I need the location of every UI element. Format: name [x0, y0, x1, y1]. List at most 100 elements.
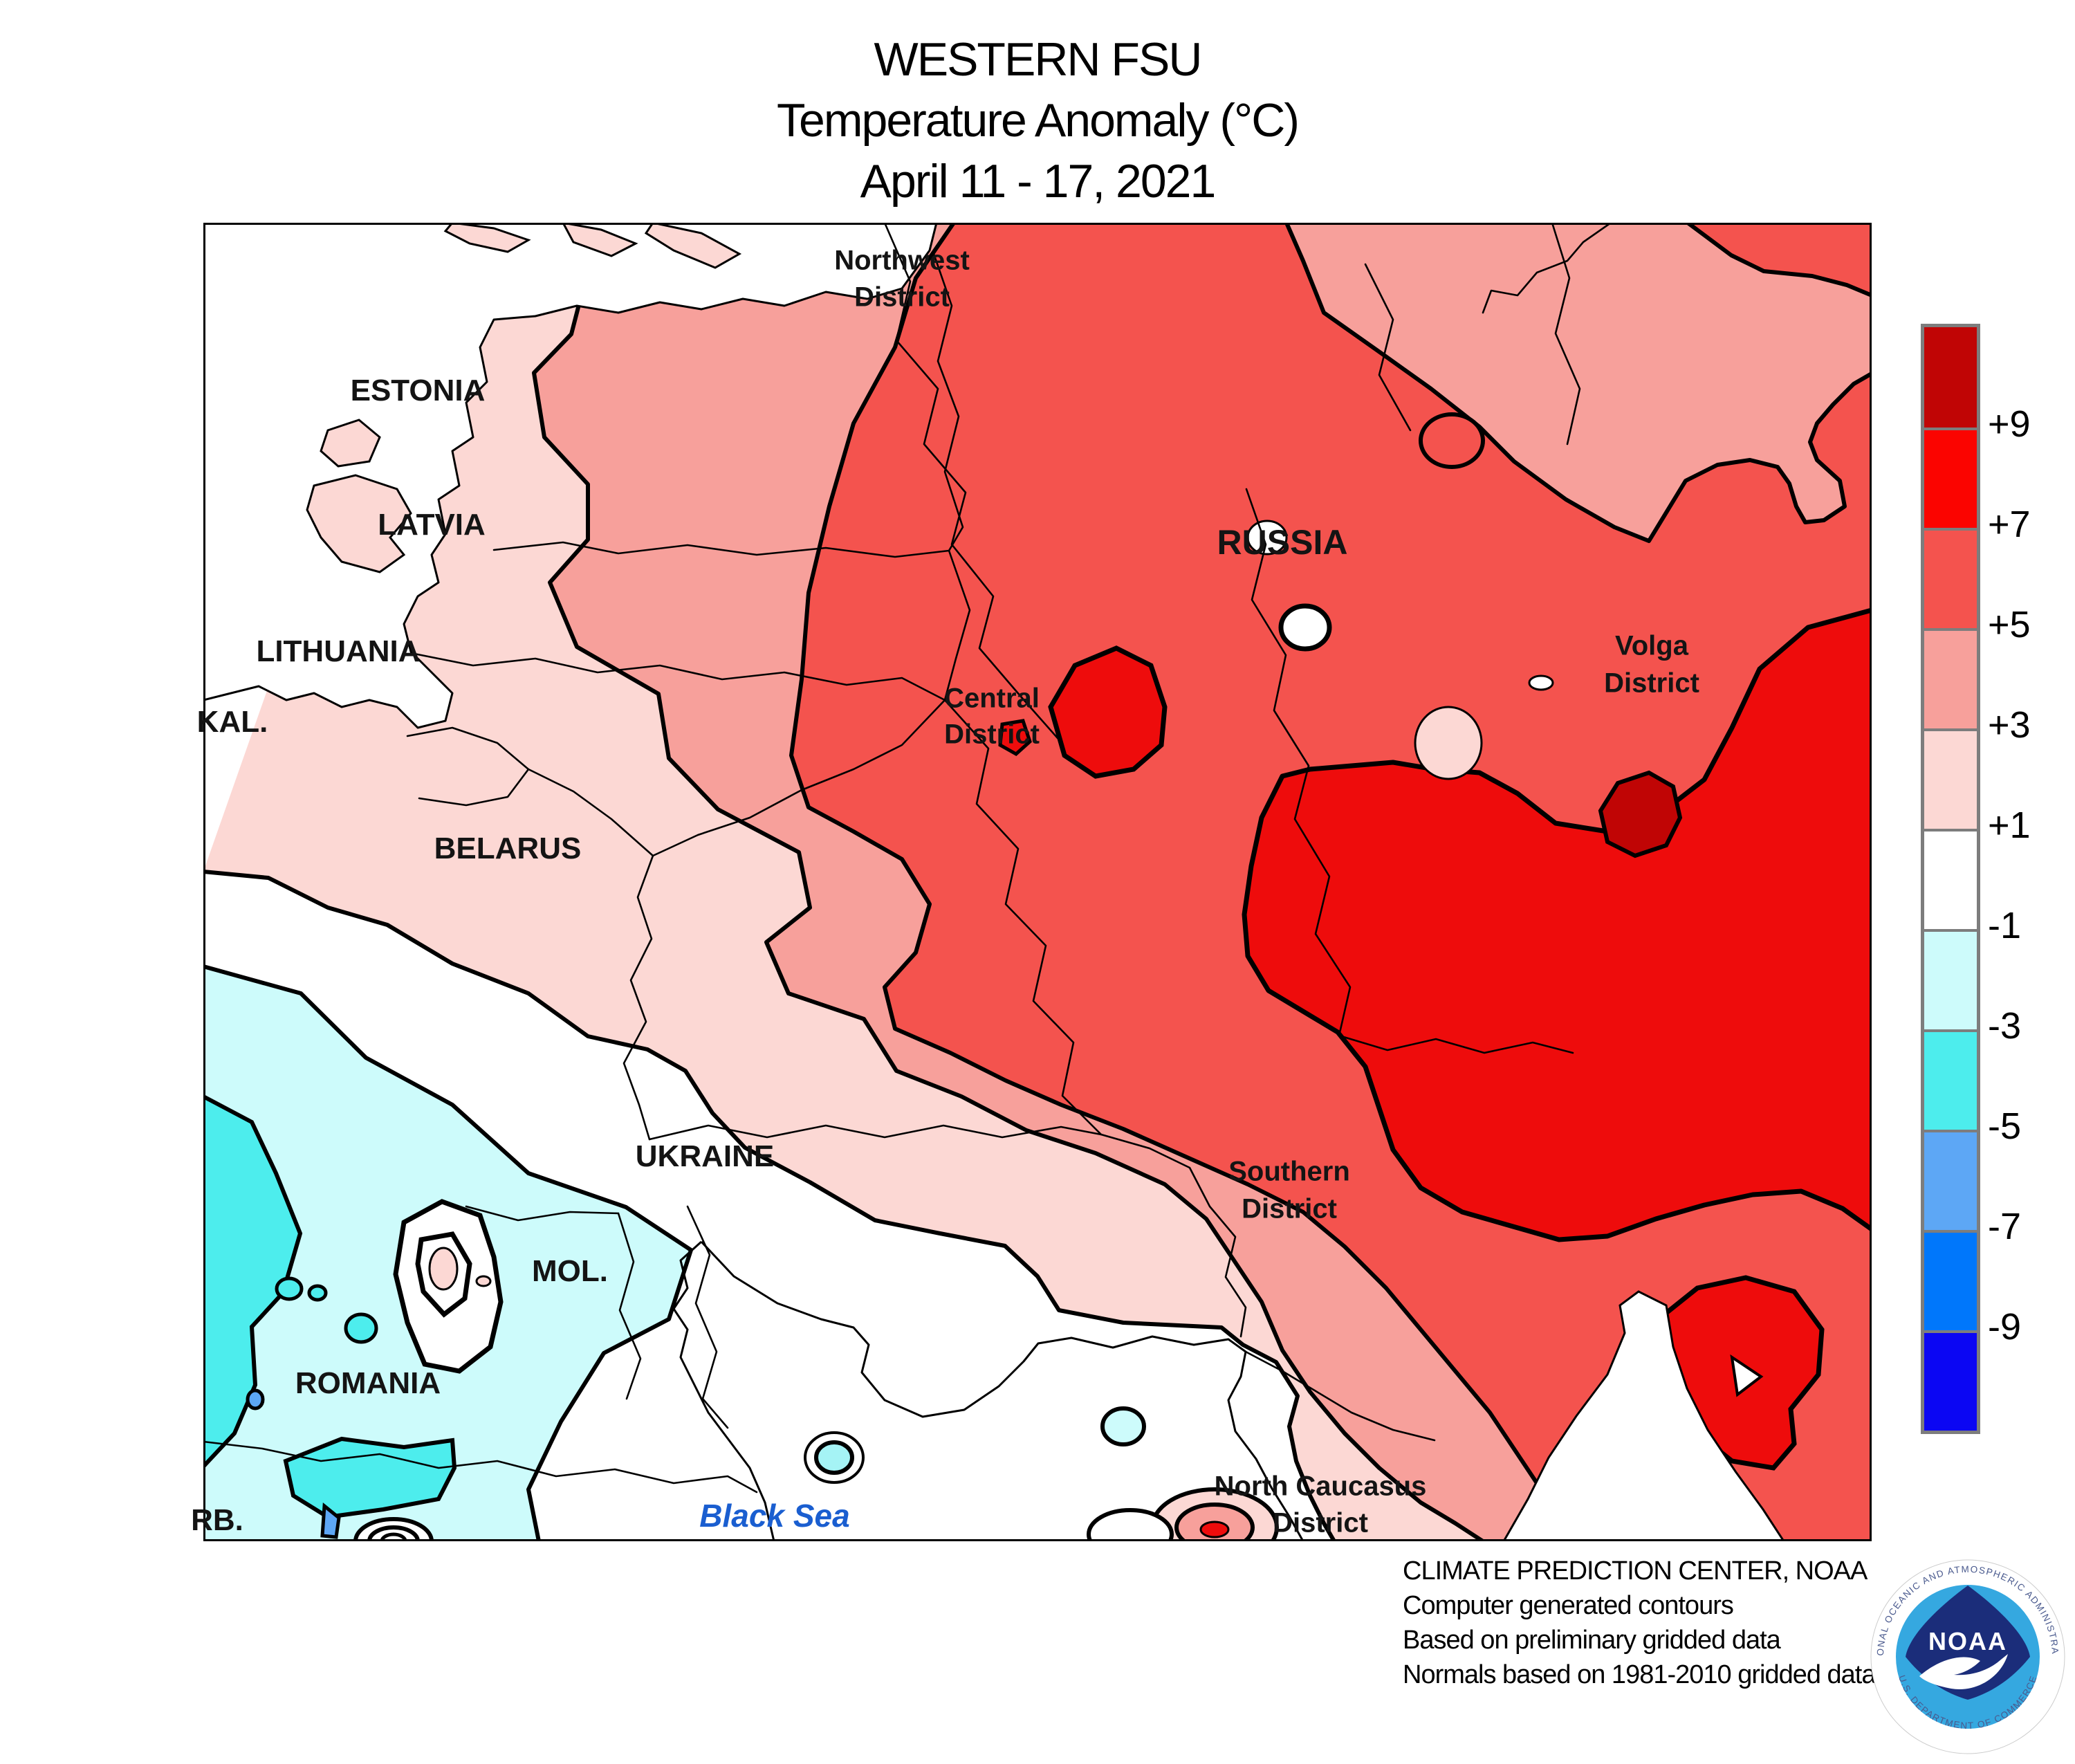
- label-volga-district-1: Volga: [1615, 630, 1688, 661]
- core-northeast-blob: [1419, 412, 1485, 469]
- legend-swatch-1-3: [1924, 728, 1977, 829]
- contour-pocket-a: [1284, 223, 1872, 543]
- attribution-line-2: Computer generated contours: [1403, 1591, 1734, 1620]
- legend-label-p9: +9: [1988, 403, 2031, 445]
- blacksea-coast-north: [700, 1240, 1304, 1541]
- border-district-volga-south: [1338, 1034, 1574, 1054]
- dot-minus5-a: [246, 1388, 265, 1411]
- legend-swatch-5-7: [1924, 528, 1977, 628]
- hole-white-sliver: [1528, 674, 1554, 691]
- label-lithuania: LITHUANIA: [256, 634, 421, 668]
- label-southern-district-2: District: [1242, 1193, 1337, 1224]
- dot-minus5-b: [320, 1503, 341, 1539]
- label-ukraine: UKRAINE: [635, 1139, 775, 1173]
- baltic-coastline: [203, 223, 938, 729]
- legend-label-m9: -9: [1988, 1306, 2022, 1348]
- label-northwest-district-1: Northwest: [834, 245, 970, 276]
- border-nc-internal: [1244, 1350, 1436, 1442]
- border-belarus-russia: [943, 699, 1103, 1136]
- legend-label-m3: -3: [1988, 1005, 2022, 1047]
- legend-swatch-m1-3: [1924, 929, 1977, 1029]
- nc-white-rings: [1087, 1508, 1174, 1541]
- hole-pink-volga: [1414, 706, 1483, 780]
- color-scale: [1921, 324, 1980, 1434]
- border-district-northeast: [1364, 223, 1581, 445]
- south-seas: [672, 1240, 1785, 1541]
- political-borders: [203, 223, 1612, 1494]
- label-central-district-2: District: [944, 719, 1040, 750]
- page-subtitle: Temperature Anomaly (°C): [777, 94, 1300, 147]
- border-latvia-south: [409, 652, 946, 701]
- label-southern-district-1: Southern: [1228, 1156, 1350, 1187]
- border-kaliningrad: [406, 726, 654, 857]
- attribution-block: CLIMATE PREDICTION CENTER, NOAA Computer…: [1403, 1554, 1876, 1692]
- legend-label-p5: +5: [1988, 604, 2031, 645]
- anomaly-map: Northwest District ESTONIA LATVIA LITHUA…: [191, 223, 1872, 1541]
- finnish-isle-1: [443, 223, 531, 253]
- contour-plus1: [203, 870, 1336, 1541]
- baltic-sea-fill: [203, 223, 937, 728]
- noaa-logo: NOAA NATIONAL OCEANIC AND ATMOSPHERIC AD…: [1870, 1559, 2065, 1754]
- border-estonia-east: [932, 250, 964, 552]
- legend-label-m1: -1: [1988, 905, 2022, 946]
- field-pocket-plus3-5: [1286, 223, 1872, 541]
- page-date-range: April 11 - 17, 2021: [860, 155, 1217, 208]
- border-belarus-west: [622, 854, 654, 1141]
- border-belarus-ukraine: [648, 1124, 1103, 1141]
- core-central-dot: [998, 719, 1032, 757]
- border-lithuania-belarus: [652, 699, 946, 857]
- sea-cold-core: [814, 1440, 854, 1475]
- patch-minus3-c: [344, 1312, 378, 1344]
- border-ukraine-russia: [1100, 1133, 1247, 1338]
- legend-swatch-gt9: [1924, 327, 1977, 428]
- baltic-sea: [203, 223, 938, 729]
- label-serbia-clipped: RB.: [191, 1503, 243, 1537]
- border-romania-north: [465, 1205, 620, 1222]
- patch-minus3-b: [307, 1284, 328, 1302]
- attribution-line-3: Based on preliminary gridded data: [1403, 1626, 1781, 1655]
- legend-swatch-m5-7: [1924, 1130, 1977, 1230]
- label-estonia: ESTONIA: [350, 374, 486, 407]
- label-north-caucasus-2: District: [1273, 1507, 1368, 1538]
- legend-swatch-m7-9: [1924, 1230, 1977, 1330]
- core-caspian-notch: [1730, 1354, 1764, 1397]
- patch-minus3-west: [203, 1094, 303, 1470]
- legend-swatch-m3-5: [1924, 1029, 1977, 1130]
- core-volga-mass: [1244, 610, 1872, 1240]
- core-central-blob: [1048, 645, 1168, 779]
- finnish-isle-3: [644, 223, 742, 269]
- contour-plus5: [789, 223, 1575, 1541]
- map-canvas: [203, 223, 1872, 1541]
- finnish-isle-2: [562, 223, 638, 257]
- label-black-sea: Black Sea: [699, 1498, 850, 1534]
- label-central-district-1: Central: [944, 683, 1040, 714]
- legend-label-p1: +1: [1988, 805, 2031, 846]
- label-belarus: BELARUS: [434, 832, 582, 865]
- contour-pocket-b: [1686, 223, 1872, 297]
- legend-label-m7: -7: [1988, 1206, 2022, 1247]
- border-latvia-east: [943, 549, 971, 701]
- border-district-nw: [883, 223, 1059, 739]
- border-romania-south: [203, 1440, 758, 1494]
- patch-minus3-south: [283, 1436, 457, 1520]
- warm-field-holes: [1246, 520, 1554, 780]
- cold-region: [203, 964, 693, 1541]
- page-title: WESTERN FSU: [874, 33, 1203, 86]
- nc-warm-core: [1199, 1520, 1230, 1538]
- legend-swatch-0: [1924, 829, 1977, 929]
- legend-swatch-ltm9: [1924, 1330, 1977, 1431]
- legend-label-p3: +3: [1988, 704, 2031, 746]
- noaa-logo-acronym: NOAA: [1928, 1627, 2007, 1655]
- label-romania: ROMANIA: [295, 1366, 441, 1400]
- hot-cores: [998, 412, 1872, 1471]
- attribution-line-1: CLIMATE PREDICTION CENTER, NOAA: [1403, 1556, 1868, 1586]
- label-north-caucasus-1: North Caucasus: [1214, 1471, 1427, 1502]
- legend-swatch-3-5: [1924, 628, 1977, 728]
- label-kaliningrad: KAL.: [196, 705, 268, 739]
- carpathian-warm-sliver: [475, 1275, 492, 1287]
- hole-white-a: [1278, 603, 1332, 652]
- blacksea-coast-west: [672, 1240, 775, 1541]
- label-northwest-district-2: District: [854, 282, 950, 313]
- estonian-isle-hiiumaa: [320, 419, 381, 468]
